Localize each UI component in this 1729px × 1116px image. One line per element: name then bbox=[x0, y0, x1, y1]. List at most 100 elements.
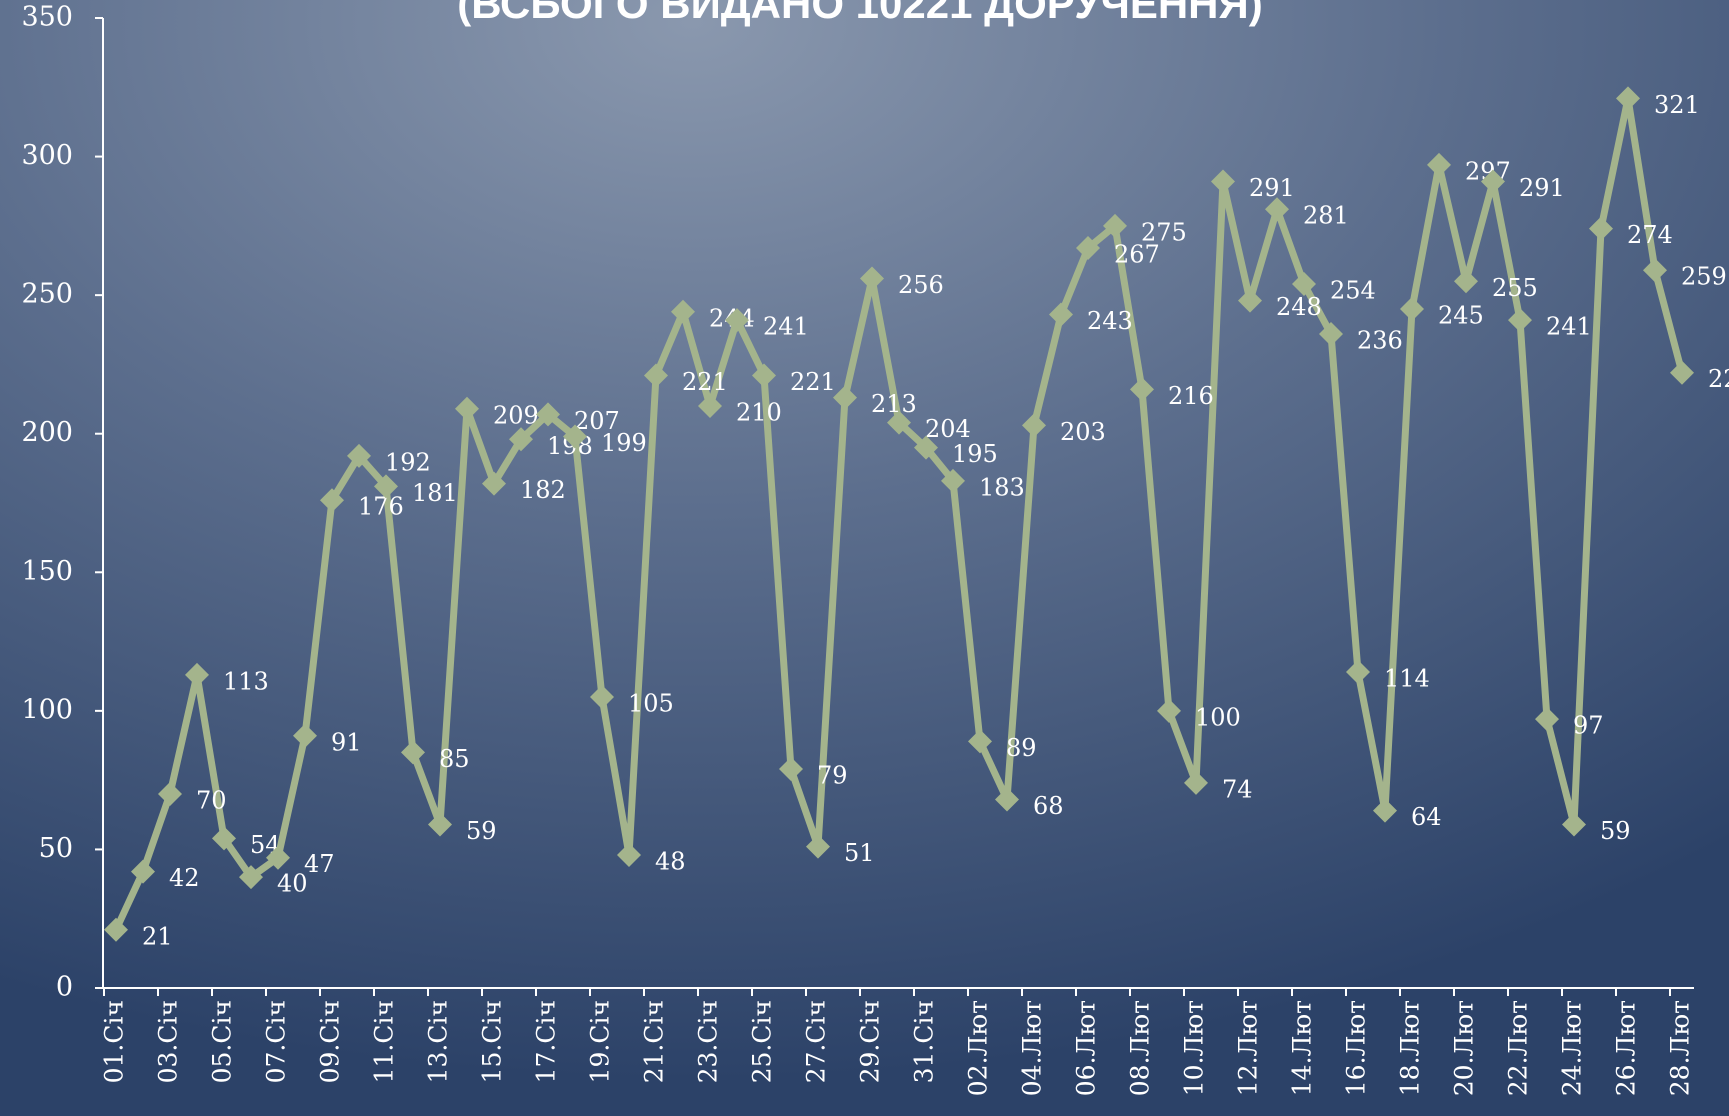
data-label: 222 bbox=[1708, 365, 1729, 393]
data-label: 259 bbox=[1681, 263, 1727, 291]
marker bbox=[1346, 660, 1370, 685]
marker bbox=[374, 474, 398, 499]
y-tick-label: 200 bbox=[21, 417, 73, 448]
marker bbox=[293, 723, 317, 748]
data-label: 105 bbox=[628, 690, 674, 718]
data-label: 243 bbox=[1087, 307, 1133, 335]
data-label: 85 bbox=[439, 745, 470, 773]
y-tick-label: 0 bbox=[56, 972, 73, 1003]
marker bbox=[158, 782, 182, 806]
x-tick-label: 10.Лют bbox=[1180, 1000, 1209, 1096]
x-tick-label: 15.Січ bbox=[478, 1000, 507, 1083]
data-label: 254 bbox=[1330, 277, 1376, 305]
marker bbox=[1535, 707, 1559, 732]
data-label: 97 bbox=[1573, 712, 1604, 740]
data-label: 207 bbox=[574, 407, 620, 435]
marker bbox=[1562, 812, 1586, 837]
marker bbox=[941, 468, 965, 493]
x-tick-label: 25.Січ bbox=[748, 1000, 777, 1083]
data-label: 21 bbox=[142, 922, 173, 950]
marker bbox=[239, 865, 263, 890]
data-label: 210 bbox=[736, 399, 782, 427]
data-label: 74 bbox=[1222, 775, 1253, 803]
y-tick-label: 350 bbox=[21, 2, 73, 33]
data-label: 204 bbox=[925, 415, 971, 443]
x-tick-label: 17.Січ bbox=[532, 1000, 561, 1083]
data-label: 221 bbox=[790, 368, 836, 396]
data-label: 91 bbox=[331, 728, 362, 756]
marker bbox=[1238, 288, 1262, 313]
marker bbox=[1427, 152, 1451, 177]
marker bbox=[833, 385, 857, 410]
x-tick-label: 07.Січ bbox=[262, 1000, 291, 1083]
marker bbox=[266, 845, 290, 870]
data-label: 51 bbox=[844, 839, 875, 867]
x-tick-label: 12.Лют bbox=[1234, 1000, 1263, 1096]
data-label: 281 bbox=[1303, 202, 1349, 230]
x-tick-label: 06.Лют bbox=[1072, 1000, 1101, 1096]
data-label: 256 bbox=[898, 271, 944, 299]
chart-title: (ВСЬОГО ВИДАНО 10221 ДОРУЧЕННЯ) bbox=[457, 0, 1262, 27]
marker bbox=[1589, 216, 1613, 241]
y-tick-label: 50 bbox=[39, 833, 73, 864]
x-tick-label: 05.Січ bbox=[208, 1000, 237, 1083]
x-tick-label: 03.Січ bbox=[154, 1000, 183, 1083]
marker bbox=[1130, 377, 1154, 402]
marker bbox=[1616, 86, 1640, 111]
marker bbox=[1022, 413, 1046, 438]
data-label: 59 bbox=[466, 817, 497, 845]
data-label: 70 bbox=[196, 787, 227, 815]
data-label: 114 bbox=[1384, 665, 1430, 693]
marker bbox=[752, 363, 776, 388]
data-label: 255 bbox=[1492, 274, 1538, 302]
marker bbox=[401, 740, 425, 765]
x-tick-label: 21.Січ bbox=[640, 1000, 669, 1083]
data-label: 89 bbox=[1006, 734, 1037, 762]
data-label: 64 bbox=[1411, 803, 1442, 831]
marker bbox=[1481, 169, 1505, 194]
data-label: 192 bbox=[385, 448, 431, 476]
x-tick-label: 24.Лют bbox=[1558, 1000, 1587, 1096]
marker bbox=[1400, 297, 1424, 321]
x-tick-label: 27.Січ bbox=[802, 1000, 831, 1083]
data-label: 203 bbox=[1060, 418, 1106, 446]
data-label: 275 bbox=[1141, 218, 1187, 246]
x-tick-label: 04.Лют bbox=[1018, 1000, 1047, 1096]
x-tick-label: 31.Січ bbox=[910, 1000, 939, 1083]
data-label: 79 bbox=[817, 762, 848, 790]
data-label: 182 bbox=[520, 476, 566, 504]
marker bbox=[212, 826, 236, 851]
marker bbox=[590, 685, 614, 709]
marker bbox=[617, 842, 641, 867]
data-label: 42 bbox=[169, 864, 200, 892]
marker bbox=[320, 488, 344, 513]
data-label: 181 bbox=[412, 479, 458, 507]
y-tick-label: 150 bbox=[21, 556, 73, 587]
marker bbox=[671, 299, 695, 324]
data-label: 113 bbox=[223, 667, 269, 695]
marker bbox=[536, 402, 560, 427]
x-tick-label: 22.Лют bbox=[1504, 1000, 1533, 1096]
x-tick-label: 23.Січ bbox=[694, 1000, 723, 1083]
marker bbox=[482, 471, 506, 496]
marker bbox=[1292, 272, 1316, 297]
x-tick-label: 11.Січ bbox=[370, 1000, 399, 1083]
data-label: 245 bbox=[1438, 302, 1484, 330]
data-label: 241 bbox=[1546, 313, 1592, 341]
x-tick-label: 09.Січ bbox=[316, 1000, 345, 1083]
x-tick-label: 14.Лют bbox=[1288, 1000, 1317, 1096]
marker bbox=[563, 424, 587, 449]
x-tick-label: 20.Лют bbox=[1450, 1000, 1479, 1096]
marker bbox=[887, 410, 911, 435]
marker bbox=[1211, 169, 1235, 194]
data-label: 176 bbox=[358, 493, 404, 521]
marker bbox=[1373, 798, 1397, 823]
data-label: 248 bbox=[1276, 293, 1322, 321]
data-label: 199 bbox=[601, 429, 647, 457]
x-tick-label: 08.Лют bbox=[1126, 1000, 1155, 1096]
data-label: 68 bbox=[1033, 792, 1064, 820]
marker bbox=[1454, 269, 1478, 294]
marker bbox=[185, 662, 209, 687]
